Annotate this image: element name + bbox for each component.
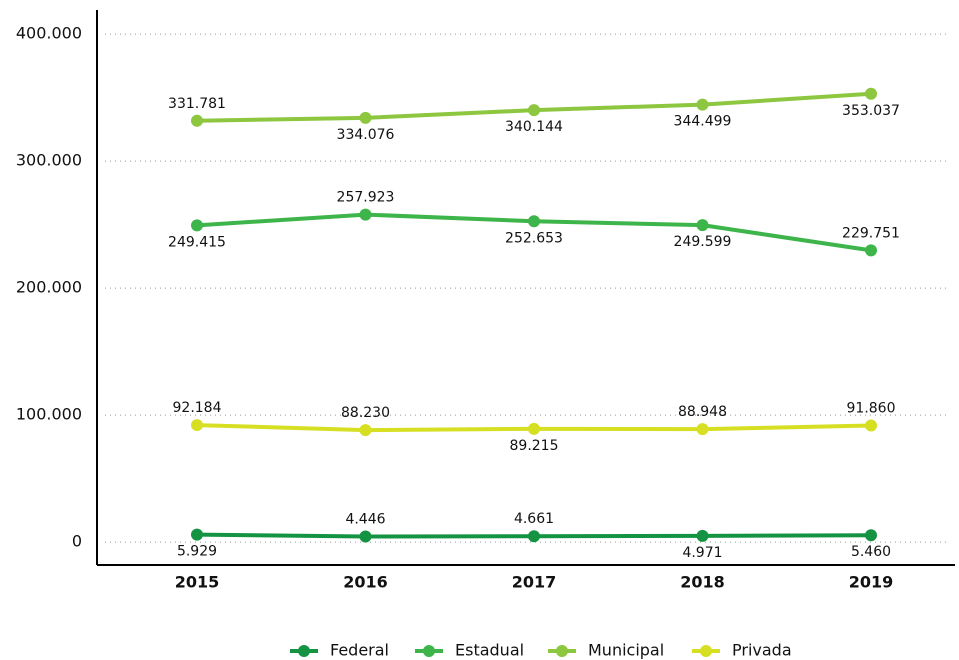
legend-marker (700, 645, 712, 657)
x-tick-label: 2019 (849, 573, 894, 592)
point (865, 419, 877, 432)
legend-marker (556, 645, 568, 657)
legend-marker (298, 645, 310, 657)
value-label: 91.860 (847, 400, 896, 416)
legend-label: Estadual (455, 641, 524, 660)
value-label: 5.929 (177, 544, 217, 560)
point (191, 419, 203, 432)
point (359, 424, 372, 437)
value-label: 353.037 (842, 103, 900, 119)
point (191, 528, 203, 541)
point (528, 530, 540, 543)
value-label: 92.184 (173, 400, 222, 416)
legend-marker (423, 645, 435, 657)
x-tick-label: 2016 (343, 573, 388, 592)
y-tick-label: 400.000 (16, 24, 82, 43)
value-label: 5.460 (851, 544, 891, 560)
value-label: 340.144 (505, 119, 563, 135)
y-tick-label: 200.000 (16, 278, 82, 297)
y-tick-label: 100.000 (16, 405, 82, 424)
value-label: 344.499 (674, 114, 732, 130)
y-tick-label: 300.000 (16, 151, 82, 170)
point (528, 215, 540, 228)
value-label: 4.661 (514, 511, 554, 527)
point (191, 219, 203, 232)
point (865, 529, 877, 542)
point (865, 244, 877, 257)
value-label: 257.923 (337, 190, 395, 206)
point (528, 422, 540, 435)
value-label: 229.751 (842, 225, 900, 241)
point (696, 529, 709, 542)
point (359, 111, 372, 124)
point (696, 219, 709, 232)
point (359, 208, 372, 221)
point (191, 114, 203, 127)
x-tick-label: 2018 (680, 573, 725, 592)
y-tick-label: 0 (72, 532, 82, 551)
value-label: 4.446 (345, 511, 385, 527)
value-label: 249.415 (168, 234, 226, 250)
point (359, 530, 372, 543)
legend-label: Privada (732, 641, 792, 660)
value-label: 334.076 (337, 127, 395, 143)
value-label: 331.781 (168, 96, 226, 112)
x-tick-label: 2015 (175, 573, 220, 592)
legend-label: Federal (330, 641, 389, 660)
value-label: 249.599 (674, 234, 732, 250)
value-label: 4.971 (682, 545, 722, 561)
value-label: 89.215 (510, 438, 559, 454)
value-label: 252.653 (505, 230, 563, 246)
point (696, 423, 709, 436)
value-label: 88.230 (341, 405, 390, 421)
legend-label: Municipal (588, 641, 664, 660)
point (696, 98, 709, 111)
point (865, 87, 877, 100)
x-tick-label: 2017 (512, 573, 557, 592)
value-label: 88.948 (678, 404, 727, 420)
point (528, 104, 540, 117)
